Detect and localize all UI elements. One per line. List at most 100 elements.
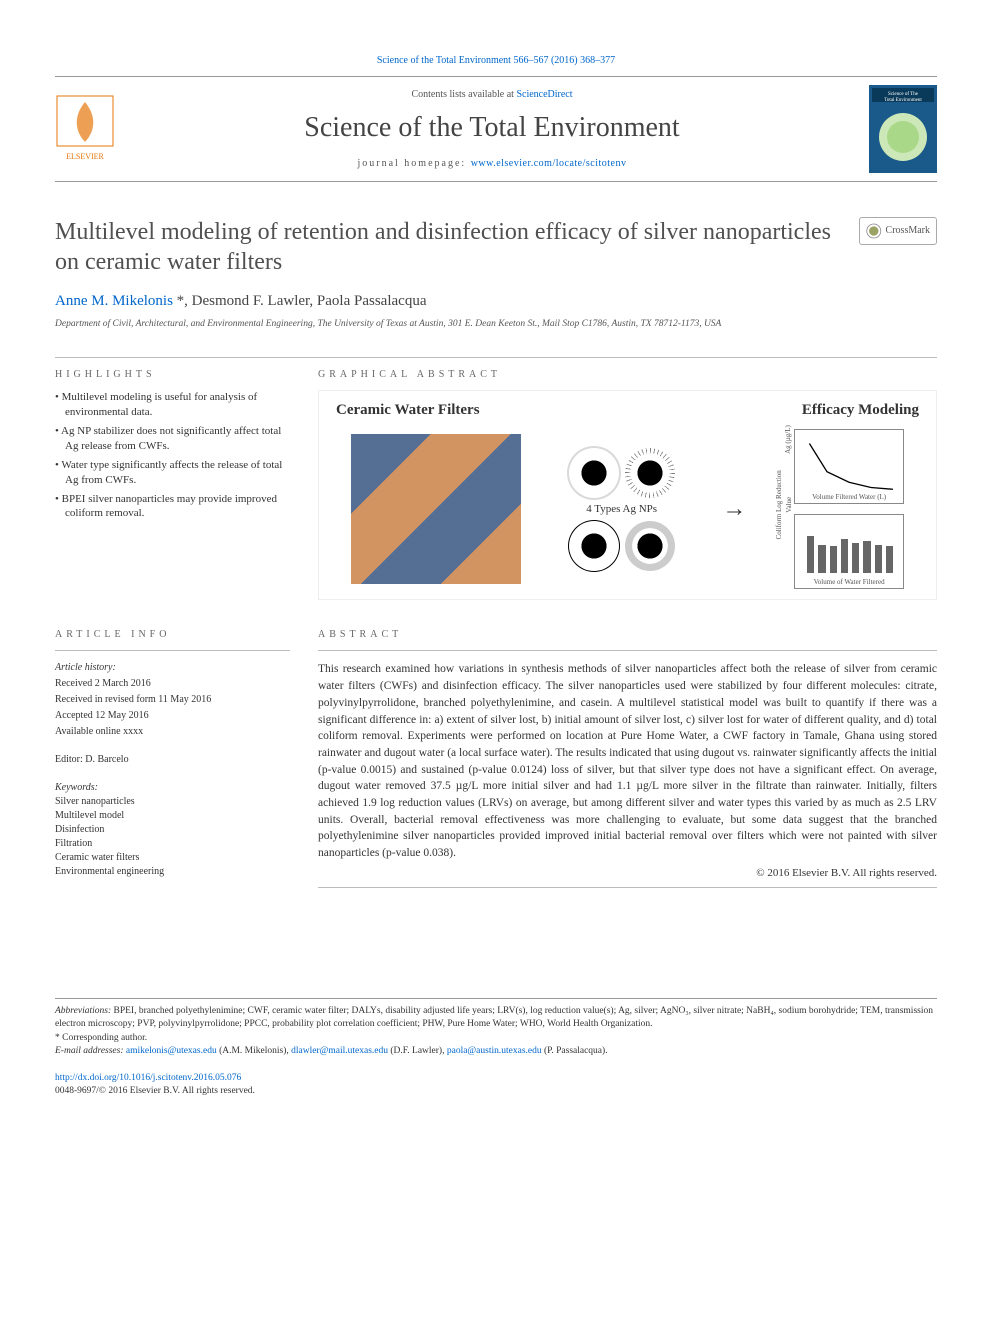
title-block: Multilevel modeling of retention and dis… (55, 217, 937, 351)
email-who: (D.F. Lawler), (388, 1046, 447, 1056)
email-link[interactable]: amikelonis@utexas.edu (126, 1046, 217, 1056)
ga-np-grid (569, 521, 675, 571)
highlight-item: Multilevel modeling is useful for analys… (55, 390, 290, 420)
accepted-date: Accepted 12 May 2016 (55, 709, 290, 723)
copyright-line: © 2016 Elsevier B.V. All rights reserved… (318, 866, 937, 881)
abstract-column: ABSTRACT This research examined how vari… (318, 628, 937, 897)
corresponding-author: * Corresponding author. (55, 1032, 937, 1045)
ga-title-left: Ceramic Water Filters (336, 400, 480, 421)
highlights-ga-row: HIGHLIGHTS Multilevel modeling is useful… (55, 368, 937, 600)
divider (318, 887, 937, 888)
graphical-abstract-column: GRAPHICAL ABSTRACT Ceramic Water Filters… (318, 368, 937, 600)
email-who: (P. Passalacqua). (542, 1046, 608, 1056)
homepage-prefix: journal homepage: (357, 158, 470, 169)
affiliation: Department of Civil, Architectural, and … (55, 318, 839, 331)
ga-right: Ag (µg/L) Volume Filtered Water (L) Coli… (794, 429, 904, 589)
journal-homepage-link[interactable]: www.elsevier.com/locate/scitotenv (471, 158, 627, 169)
ga-np-grid (569, 448, 675, 498)
page-root: Science of the Total Environment 566–567… (0, 0, 992, 1139)
highlight-item: Ag NP stabilizer does not significantly … (55, 424, 290, 454)
ga-photo (351, 434, 521, 584)
ga-bar-xlabel: Volume of Water Filtered (795, 578, 903, 588)
article-info-heading: ARTICLE INFO (55, 628, 290, 642)
highlights-heading: HIGHLIGHTS (55, 368, 290, 382)
author-link-1[interactable]: Anne M. Mikelonis (55, 293, 173, 309)
keyword: Silver nanoparticles (55, 795, 290, 809)
elsevier-logo: ELSEVIER (55, 94, 115, 164)
svg-text:ELSEVIER: ELSEVIER (66, 152, 104, 161)
ga-nanoparticle-icon (625, 521, 675, 571)
keyword: Disinfection (55, 823, 290, 837)
ga-line-ylabel: Ag (µg/L) (784, 425, 794, 454)
corr-marker: * (173, 293, 184, 309)
keyword: Ceramic water filters (55, 851, 290, 865)
received-date: Received 2 March 2016 (55, 677, 290, 691)
arrow-right-icon: → (722, 493, 746, 527)
journal-name: Science of the Total Environment (115, 108, 869, 147)
highlights-list: Multilevel modeling is useful for analys… (55, 390, 290, 521)
abstract-text: This research examined how variations in… (318, 661, 937, 861)
online-date: Available online xxxx (55, 725, 290, 739)
contents-line: Contents lists available at ScienceDirec… (115, 88, 869, 102)
email-who: (A.M. Mikelonis), (217, 1046, 291, 1056)
crossmark-label: CrossMark (886, 224, 930, 238)
highlight-item: BPEI silver nanoparticles may provide im… (55, 492, 290, 522)
masthead-center: Contents lists available at ScienceDirec… (115, 88, 869, 171)
keyword: Environmental engineering (55, 865, 290, 879)
svg-text:Total Environment: Total Environment (884, 98, 922, 103)
issn-line: 0048-9697/© 2016 Elsevier B.V. All right… (55, 1086, 255, 1096)
crossmark-badge[interactable]: CrossMark (859, 217, 937, 245)
divider (318, 650, 937, 651)
revised-date: Received in revised form 11 May 2016 (55, 693, 290, 707)
ga-nanoparticle-icon (569, 521, 619, 571)
authors-line: Anne M. Mikelonis *, Desmond F. Lawler, … (55, 291, 839, 312)
journal-cover-thumb: Science of The Total Environment (869, 85, 937, 173)
highlights-column: HIGHLIGHTS Multilevel modeling is useful… (55, 368, 290, 600)
keywords-block: Keywords: Silver nanoparticles Multileve… (55, 781, 290, 879)
ga-center: 4 Types Ag NPs (569, 444, 675, 575)
citation-link[interactable]: Science of the Total Environment 566–567… (377, 55, 615, 66)
info-abstract-row: ARTICLE INFO Article history: Received 2… (55, 628, 937, 897)
article-info-column: ARTICLE INFO Article history: Received 2… (55, 628, 290, 897)
graphical-abstract-image: 4 Types Ag NPs → Ag (µg/L) (318, 390, 937, 600)
email-link[interactable]: dlawler@mail.utexas.edu (291, 1046, 388, 1056)
crossmark-icon (866, 221, 882, 241)
email-link[interactable]: paola@austin.utexas.edu (447, 1046, 542, 1056)
article-title: Multilevel modeling of retention and dis… (55, 217, 839, 277)
footnotes: Abbreviations: BPEI, branched polyethyle… (55, 998, 937, 1058)
divider (55, 357, 937, 358)
email-line: E-mail addresses: amikelonis@utexas.edu … (55, 1045, 937, 1058)
doi-link[interactable]: http://dx.doi.org/10.1016/j.scitotenv.20… (55, 1073, 241, 1083)
abbrev-text: BPEI, branched polyethylenimine; CWF, ce… (55, 1006, 933, 1029)
top-citation: Science of the Total Environment 566–567… (55, 50, 937, 68)
ga-title-right: Efficacy Modeling (802, 400, 919, 421)
highlight-item: Water type significantly affects the rel… (55, 458, 290, 488)
keyword: Filtration (55, 837, 290, 851)
ga-bars (807, 528, 893, 573)
graphical-abstract-wrap: Ceramic Water Filters Efficacy Modeling … (318, 390, 937, 600)
abstract-heading: ABSTRACT (318, 628, 937, 642)
ga-line-chart: Ag (µg/L) Volume Filtered Water (L) (794, 429, 904, 504)
abbreviations-line: Abbreviations: BPEI, branched polyethyle… (55, 1005, 937, 1032)
email-label: E-mail addresses: (55, 1046, 126, 1056)
keywords-heading: Keywords: (55, 781, 290, 795)
sciencedirect-link[interactable]: ScienceDirect (516, 89, 572, 100)
abbrev-label: Abbreviations: (55, 1006, 111, 1016)
ga-heading: GRAPHICAL ABSTRACT (318, 368, 937, 382)
doi-block: http://dx.doi.org/10.1016/j.scitotenv.20… (55, 1072, 937, 1099)
history-heading: Article history: (55, 661, 290, 675)
ga-bar-chart: Coliform Log Reduction Value Volume of W… (794, 514, 904, 589)
ga-bar-ylabel: Coliform Log Reduction Value (775, 470, 795, 540)
authors-rest: , Desmond F. Lawler, Paola Passalacqua (184, 293, 426, 309)
editor: Editor: D. Barcelo (55, 753, 290, 767)
ga-nanoparticle-icon (569, 448, 619, 498)
contents-prefix: Contents lists available at (411, 89, 516, 100)
homepage-line: journal homepage: www.elsevier.com/locat… (115, 157, 869, 171)
svg-text:Science of The: Science of The (888, 92, 919, 97)
ga-center-label: 4 Types Ag NPs (586, 502, 657, 517)
divider (55, 650, 290, 651)
keyword: Multilevel model (55, 809, 290, 823)
ga-nanoparticle-icon (625, 448, 675, 498)
ga-line-xlabel: Volume Filtered Water (L) (795, 493, 903, 503)
title-text: Multilevel modeling of retention and dis… (55, 217, 859, 351)
